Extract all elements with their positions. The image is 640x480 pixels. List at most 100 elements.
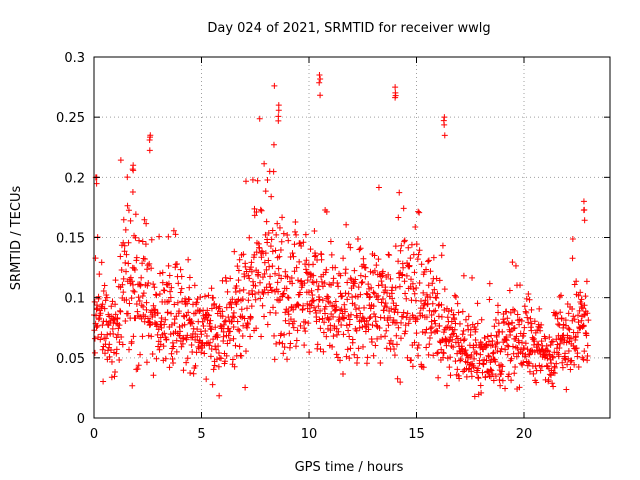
y-tick-label: 0.3 xyxy=(64,51,85,66)
data-point xyxy=(429,290,436,297)
data-point xyxy=(246,234,253,241)
data-point xyxy=(273,340,280,347)
data-point xyxy=(253,325,260,332)
data-point xyxy=(334,280,341,287)
data-point xyxy=(451,316,458,323)
data-point xyxy=(129,281,136,288)
data-point xyxy=(506,287,513,294)
data-point xyxy=(211,300,218,307)
data-point xyxy=(170,343,177,350)
data-point xyxy=(502,346,509,353)
data-point xyxy=(265,230,272,237)
data-point xyxy=(178,343,185,350)
data-point xyxy=(495,320,502,327)
data-point xyxy=(93,324,100,331)
data-point xyxy=(451,326,458,333)
data-point xyxy=(434,328,441,335)
data-point xyxy=(347,345,354,352)
data-point xyxy=(427,294,434,301)
data-point xyxy=(360,255,367,262)
data-point xyxy=(415,208,422,215)
data-point xyxy=(389,284,396,291)
data-point xyxy=(563,339,570,346)
data-point xyxy=(330,333,337,340)
data-point xyxy=(324,293,331,300)
data-point xyxy=(521,345,528,352)
data-point xyxy=(276,339,283,346)
data-point xyxy=(309,291,316,298)
data-point xyxy=(112,301,119,308)
data-point xyxy=(579,305,586,312)
data-point xyxy=(446,337,453,344)
data-point xyxy=(428,318,435,325)
data-point xyxy=(192,362,199,369)
data-point xyxy=(385,322,392,329)
data-point xyxy=(198,331,205,338)
data-point xyxy=(121,242,128,249)
data-point xyxy=(420,289,427,296)
data-point xyxy=(536,362,543,369)
data-point xyxy=(441,114,448,121)
data-point xyxy=(516,321,523,328)
data-point xyxy=(278,238,285,245)
data-point xyxy=(397,335,404,342)
data-point xyxy=(471,355,478,362)
data-point xyxy=(317,92,324,99)
data-point xyxy=(244,321,251,328)
data-point xyxy=(425,282,432,289)
data-point xyxy=(194,333,201,340)
data-point xyxy=(340,331,347,338)
data-point xyxy=(242,263,249,270)
data-point xyxy=(264,321,271,328)
data-point xyxy=(151,307,158,314)
data-point xyxy=(570,313,577,320)
data-point xyxy=(242,348,249,355)
data-point xyxy=(553,360,560,367)
data-point xyxy=(333,331,340,338)
data-point xyxy=(313,278,320,285)
data-point xyxy=(98,259,105,266)
data-point xyxy=(549,338,556,345)
data-point xyxy=(238,352,245,359)
data-point xyxy=(402,322,409,329)
data-point xyxy=(550,369,557,376)
data-point xyxy=(120,239,127,246)
data-point xyxy=(434,350,441,357)
data-point xyxy=(323,208,330,215)
data-point xyxy=(96,271,103,278)
data-point xyxy=(259,274,266,281)
data-point xyxy=(121,248,128,255)
data-point xyxy=(441,306,448,313)
data-point xyxy=(325,316,332,323)
data-point xyxy=(269,248,276,255)
data-point xyxy=(481,335,488,341)
data-point xyxy=(332,264,339,271)
data-point xyxy=(153,355,160,362)
data-point xyxy=(230,335,237,342)
data-point xyxy=(362,322,369,329)
data-point xyxy=(528,320,535,327)
data-point xyxy=(276,253,283,260)
data-point xyxy=(284,273,291,280)
data-point xyxy=(274,220,281,227)
data-point xyxy=(215,363,222,370)
data-point xyxy=(371,290,378,297)
data-point xyxy=(408,241,415,248)
data-point xyxy=(162,316,169,323)
chart-title: Day 024 of 2021, SRMTID for receiver wwl… xyxy=(207,21,490,36)
data-point xyxy=(378,333,385,340)
data-point xyxy=(283,285,290,292)
data-point xyxy=(161,287,168,294)
data-point xyxy=(133,254,140,261)
data-point xyxy=(545,348,552,355)
data-point xyxy=(414,344,421,351)
data-point xyxy=(306,301,313,308)
data-point xyxy=(387,314,394,321)
data-point xyxy=(443,382,450,389)
data-point xyxy=(467,332,474,339)
data-point xyxy=(280,230,287,237)
data-point xyxy=(245,290,252,297)
data-point xyxy=(320,348,327,355)
data-point xyxy=(375,184,382,191)
data-point xyxy=(213,356,220,363)
